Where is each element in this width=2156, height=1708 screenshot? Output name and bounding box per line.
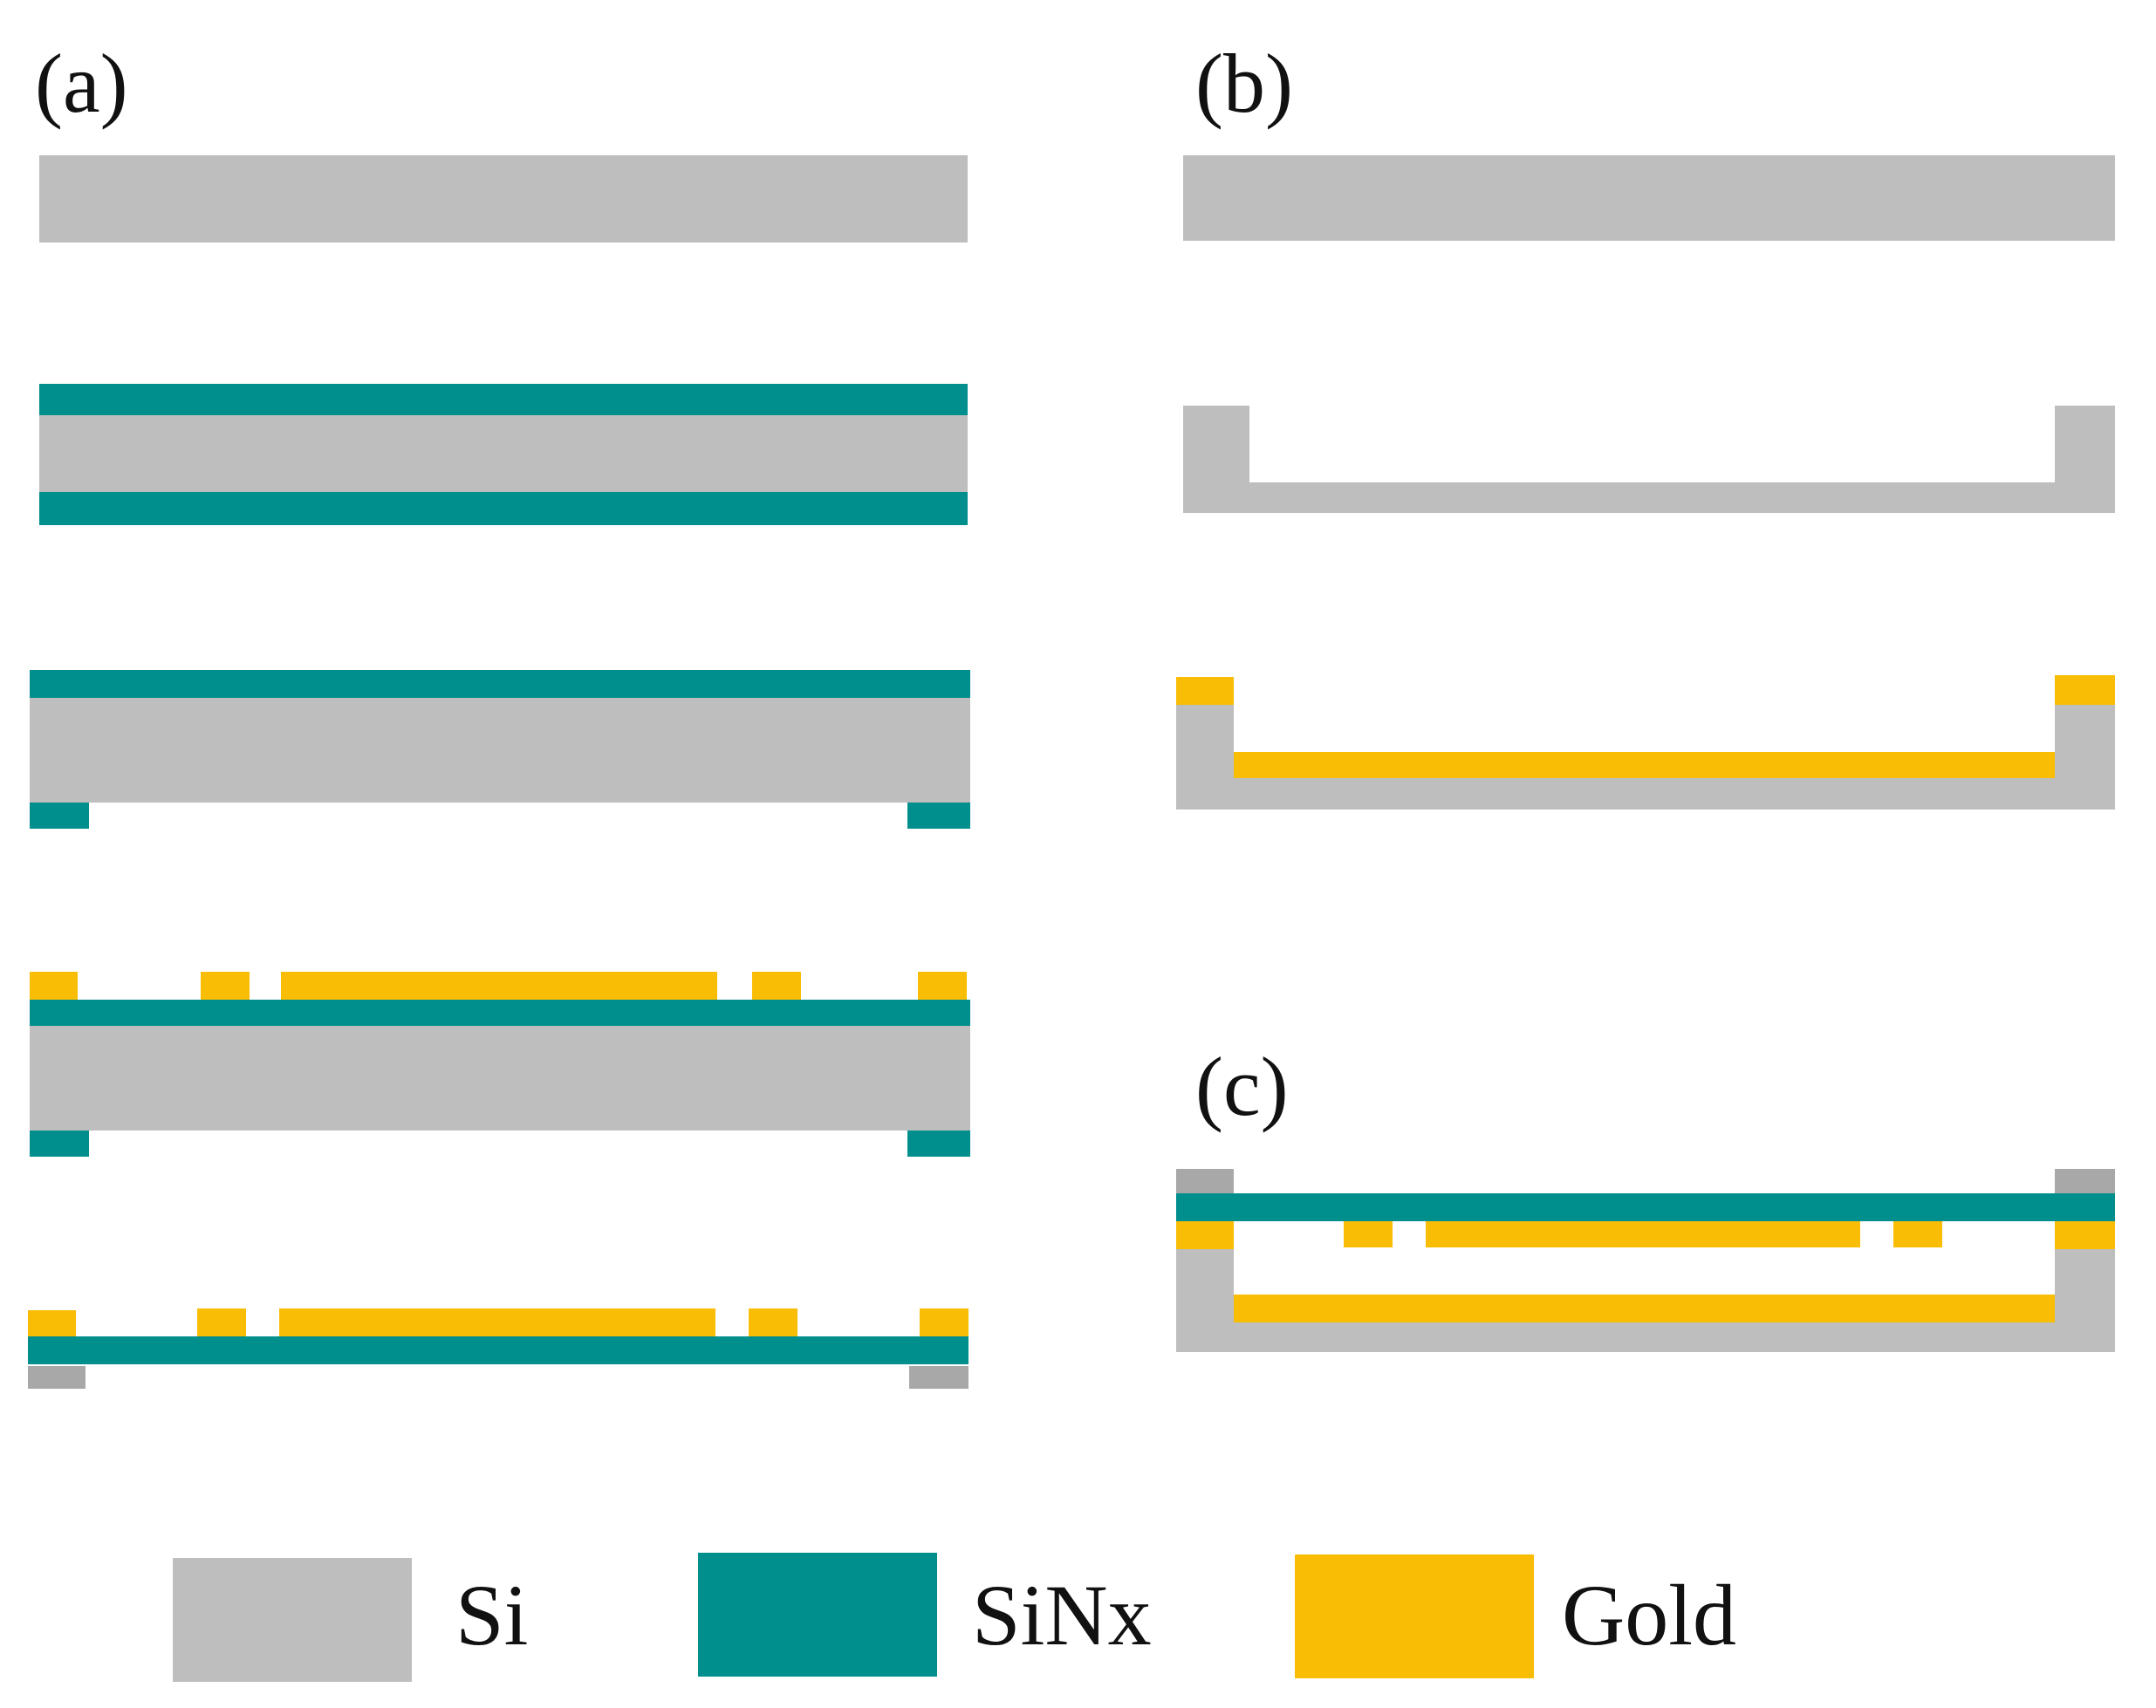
sinx-mask-left xyxy=(30,1131,89,1157)
gold-rim-right xyxy=(2055,1221,2115,1249)
sinx-top-layer xyxy=(30,1000,970,1026)
sinx-mask-left xyxy=(30,803,89,829)
gold-rim-left xyxy=(1176,677,1234,705)
gold-electrode xyxy=(1893,1221,1942,1247)
gold-bottom-electrode xyxy=(1234,752,2055,778)
legend-item-gold: Gold xyxy=(1295,1554,1736,1678)
sinx-mask-right xyxy=(907,803,970,829)
gold-electrode xyxy=(201,972,250,1000)
sinx-membrane xyxy=(28,1336,968,1364)
sinx-membrane xyxy=(1176,1193,2115,1221)
sinx-top-layer xyxy=(30,670,970,698)
gold-pad-right xyxy=(920,1308,968,1336)
gold-rim-left xyxy=(1176,1221,1234,1249)
legend-label-sinx: SiNx xyxy=(972,1567,1152,1664)
legend-swatch-si xyxy=(173,1558,412,1682)
gold-electrode-center xyxy=(1426,1221,1860,1247)
si-cavity xyxy=(1176,1249,2115,1352)
si-remnant-right xyxy=(909,1366,968,1389)
panel-a-step-1 xyxy=(39,155,968,243)
si-remnant-left xyxy=(28,1366,86,1389)
si-wafer xyxy=(30,698,970,803)
gold-electrode xyxy=(752,972,801,1000)
legend-item-sinx: SiNx xyxy=(698,1553,1152,1677)
panel-b-step-1 xyxy=(1183,155,2115,241)
panel-a-step-3 xyxy=(30,670,970,829)
sinx-mask-right xyxy=(907,1131,970,1157)
si-remnant-right xyxy=(2055,1169,2115,1193)
gold-bottom-electrode xyxy=(1234,1295,2055,1322)
sinx-top-layer xyxy=(39,384,968,415)
gold-electrode-center xyxy=(279,1308,715,1336)
gold-pad-right xyxy=(918,972,967,1000)
panel-a-label: (a) xyxy=(35,37,128,130)
legend-swatch-sinx xyxy=(698,1553,937,1677)
panel-a-step-5 xyxy=(28,1308,968,1389)
gold-electrode-center xyxy=(281,972,717,1000)
si-remnant-left xyxy=(1176,1169,1234,1193)
legend-label-gold: Gold xyxy=(1562,1567,1736,1664)
si-wafer xyxy=(1183,155,2115,241)
sinx-bottom-layer xyxy=(39,492,968,525)
legend-item-si: Si xyxy=(173,1558,528,1682)
si-wafer xyxy=(39,415,968,492)
legend-label-si: Si xyxy=(455,1567,528,1664)
gold-electrode xyxy=(749,1308,797,1336)
gold-pad-left xyxy=(28,1310,76,1336)
legend-swatch-gold xyxy=(1295,1554,1534,1678)
si-wafer xyxy=(30,1026,970,1131)
si-wafer xyxy=(39,155,968,243)
panel-a-step-2 xyxy=(39,384,968,525)
gold-pad-left xyxy=(30,972,78,1000)
panel-b-label: (b) xyxy=(1195,37,1293,130)
panel-b-step-3 xyxy=(1176,675,2115,810)
panel-c-assembly xyxy=(1176,1169,2115,1352)
gold-electrode xyxy=(1344,1221,1393,1247)
panel-c-label: (c) xyxy=(1195,1040,1289,1133)
panel-b-step-2 xyxy=(1183,406,2115,513)
si-cavity xyxy=(1183,406,2115,513)
si-cavity xyxy=(1176,705,2115,810)
legend: Si SiNx Gold xyxy=(173,1553,1736,1682)
gold-rim-right xyxy=(2055,675,2115,705)
panel-a-step-4 xyxy=(30,972,970,1157)
gold-electrode xyxy=(197,1308,246,1336)
